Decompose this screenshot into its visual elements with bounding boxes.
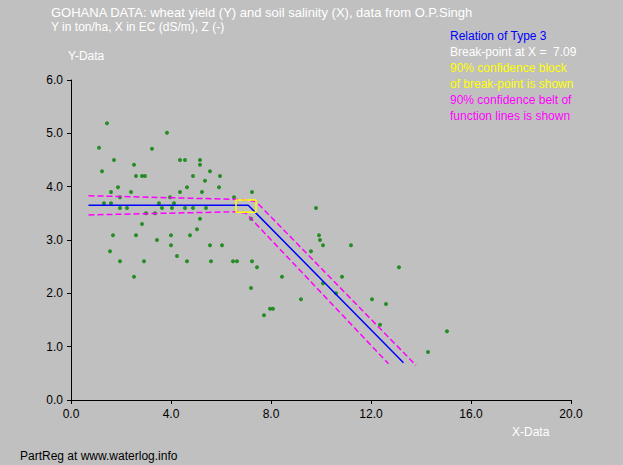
svg-text:90% confidence belt of: 90% confidence belt of	[450, 93, 572, 107]
svg-text:12.0: 12.0	[359, 407, 383, 421]
svg-text:function lines is shown: function lines is shown	[450, 109, 570, 123]
svg-text:8.0: 8.0	[263, 407, 280, 421]
svg-text:0.0: 0.0	[63, 407, 80, 421]
svg-text:3.0: 3.0	[46, 233, 63, 247]
svg-text:5.0: 5.0	[46, 126, 63, 140]
svg-text:4.0: 4.0	[163, 407, 180, 421]
svg-text:Y in ton/ha, X in EC (dS/m), Z: Y in ton/ha, X in EC (dS/m), Z (-)	[51, 20, 224, 34]
svg-text:Relation of Type 3: Relation of Type 3	[450, 29, 547, 43]
svg-text:20.0: 20.0	[559, 407, 583, 421]
svg-text:4.0: 4.0	[46, 180, 63, 194]
svg-text:1.0: 1.0	[46, 340, 63, 354]
svg-text:Y-Data: Y-Data	[68, 49, 105, 63]
svg-text:90% confidence block: 90% confidence block	[450, 61, 568, 75]
svg-text:Break-point at X = 7.09: Break-point at X = 7.09	[450, 45, 577, 59]
svg-text:2.0: 2.0	[46, 286, 63, 300]
svg-text:0.0: 0.0	[46, 393, 63, 407]
svg-text:GOHANA DATA: wheat yield (Y) a: GOHANA DATA: wheat yield (Y) and soil sa…	[51, 5, 472, 20]
svg-text:X-Data: X-Data	[512, 425, 550, 439]
svg-text:6.0: 6.0	[46, 73, 63, 87]
svg-text:PartReg at www.waterlog.info: PartReg at www.waterlog.info	[20, 449, 178, 463]
svg-text:of break-point is shown: of break-point is shown	[450, 77, 573, 91]
svg-text:16.0: 16.0	[459, 407, 483, 421]
